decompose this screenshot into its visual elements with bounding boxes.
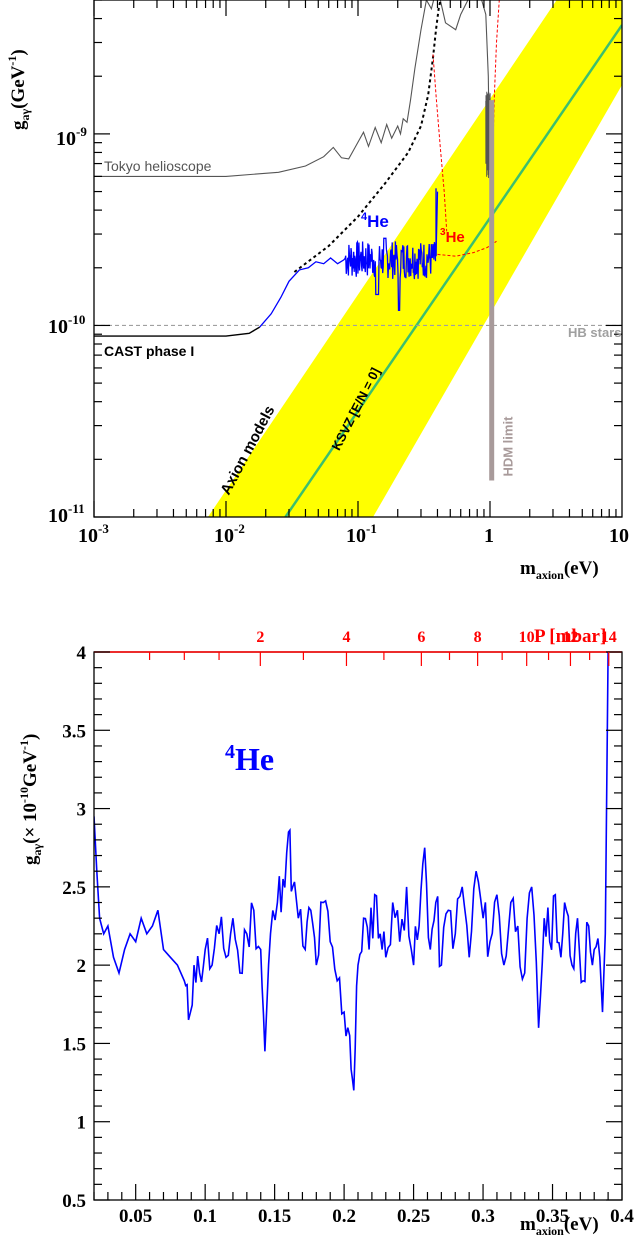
pressure-tick-label: 14 <box>601 629 617 646</box>
x-tick-label: 0.25 <box>397 1206 430 1227</box>
tokyo-helioscope-curve <box>94 0 490 177</box>
plot1-y-axis-label: gaγ(GeV-1) <box>5 49 32 130</box>
x-tick-label: 0.3 <box>471 1206 495 1227</box>
x-tick-label: 1 <box>484 525 494 547</box>
log-axion-exclusion-plot: Axion models KSVZ [E/N = 0] HDM limit HB… <box>5 0 629 582</box>
black-dashed-extension <box>293 0 442 273</box>
pressure-axis-title: P [mbar] <box>534 626 606 647</box>
pressure-tick-label: 6 <box>417 629 425 646</box>
x-tick-label: 0.05 <box>119 1206 152 1227</box>
y-tick-label: 2 <box>77 956 87 977</box>
hb-stars-label: HB stars <box>568 325 621 340</box>
4he-label: 4He <box>361 211 389 231</box>
pressure-tick-label: 10 <box>519 629 535 646</box>
y-tick-label: 0.5 <box>62 1191 86 1212</box>
plot2-x-tick-labels: 0.05 0.1 0.15 0.2 0.25 0.3 0.35 0.4 <box>119 1206 634 1227</box>
plot1-x-axis-label: maxion(eV) <box>520 558 599 582</box>
pressure-tick-label: 2 <box>256 629 264 646</box>
x-tick-label: 10-3 <box>78 521 109 547</box>
cast-phase-i-label: CAST phase I <box>104 343 194 359</box>
pressure-tick-labels: 2 4 6 8 10 12 14 <box>256 629 616 646</box>
x-tick-label: 0.15 <box>258 1206 291 1227</box>
plot2-y-tick-labels: 0.5 1 1.5 2 2.5 3 3.5 4 <box>62 643 86 1212</box>
y-tick-label: 1 <box>77 1113 87 1134</box>
x-tick-label: 0.35 <box>536 1206 569 1227</box>
cast-phase-i-curve <box>94 326 261 337</box>
x-tick-label: 0.2 <box>332 1206 356 1227</box>
y-tick-label: 2.5 <box>62 878 86 899</box>
3he-label: 3He <box>440 227 465 246</box>
hdm-limit-label: HDM limit <box>501 416 516 477</box>
pressure-tick-label: 4 <box>342 629 350 646</box>
plot1-ticks <box>93 0 622 518</box>
pressure-tick-label: 12 <box>562 629 578 646</box>
pressure-tick-label: 8 <box>474 629 482 646</box>
x-tick-label: 10-2 <box>214 521 245 547</box>
linear-4he-plot: 2 4 6 8 10 12 14 0.05 0.1 0.15 0.2 0.25 0.3 0.35 0.4 … <box>17 626 634 1238</box>
plot2-frame <box>93 651 623 1201</box>
plot1-y-tick-labels: 10-11 10-10 10-9 <box>48 124 87 527</box>
y-tick-label: 10-9 <box>56 124 87 150</box>
plot1-x-tick-labels: 10-3 10-2 10-1 1 10 <box>78 521 629 547</box>
ksvz-line <box>284 24 622 517</box>
x-tick-label: 0.4 <box>610 1206 634 1227</box>
x-tick-label: 10-1 <box>346 521 377 547</box>
y-tick-label: 10-10 <box>48 312 85 338</box>
y-tick-label: 10-11 <box>48 501 85 527</box>
y-tick-label: 3 <box>77 800 87 821</box>
plot2-x-axis-label: maxion(eV) <box>520 1214 599 1238</box>
3he-dashed-curve <box>432 0 500 257</box>
4he-annotation: 4He <box>225 741 274 777</box>
x-tick-label: 0.1 <box>193 1206 217 1227</box>
y-tick-label: 3.5 <box>62 721 86 742</box>
y-tick-label: 4 <box>77 643 87 664</box>
plot2-y-axis-label: gaγ(× 10-10GeV-1) <box>17 734 44 865</box>
x-tick-label: 10 <box>609 525 629 547</box>
tokyo-helioscope-label: Tokyo helioscope <box>104 158 212 174</box>
4he-curve-zoom <box>94 652 609 1091</box>
y-tick-label: 1.5 <box>62 1034 86 1055</box>
plot2-ticks <box>93 651 623 1201</box>
